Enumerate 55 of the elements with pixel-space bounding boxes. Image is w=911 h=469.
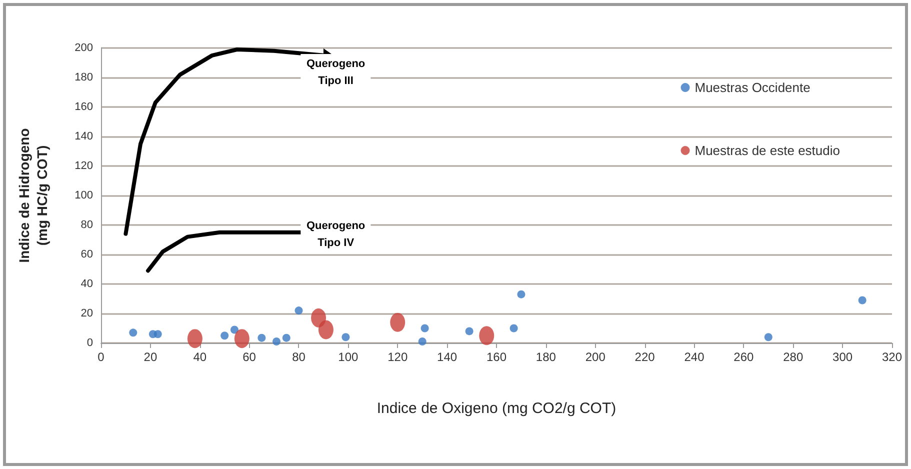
- point: [154, 330, 162, 338]
- x-tick-label: 20: [144, 350, 158, 364]
- point: [234, 329, 250, 348]
- x-tick-label: 280: [783, 350, 804, 364]
- annotation: Querogeno Tipo IV: [300, 216, 372, 254]
- x-tick-label: 100: [338, 350, 359, 364]
- point: [465, 327, 474, 336]
- y-axis-title: Indice de Hidrogeno (mg HC/g COT): [16, 128, 50, 263]
- point: [294, 306, 303, 315]
- y-tick-label: 0: [86, 337, 93, 349]
- point: [858, 296, 866, 304]
- x-tick-label: 260: [734, 350, 754, 364]
- x-tick-label: 160: [486, 350, 507, 364]
- point: [510, 324, 518, 332]
- point: [230, 326, 238, 334]
- x-tick-label: 140: [437, 350, 458, 364]
- point: [282, 334, 290, 342]
- point: [390, 312, 406, 332]
- x-tick-label: 60: [242, 350, 256, 364]
- x-tick-label: 320: [882, 350, 902, 364]
- y-tick-label: 120: [74, 160, 93, 172]
- x-tick-label: 80: [292, 350, 306, 364]
- y-tick-label: 100: [74, 190, 93, 202]
- point: [129, 328, 138, 337]
- x-tick-label: 40: [193, 350, 207, 364]
- point: [342, 333, 350, 342]
- y-tick-label: 180: [74, 72, 93, 84]
- y-tick-label: 20: [80, 308, 93, 320]
- point: [517, 290, 526, 298]
- y-tick-label: 160: [74, 101, 93, 113]
- y-tick-label: 80: [80, 219, 93, 231]
- x-tick-label: 180: [536, 350, 556, 364]
- y-tick-label: 60: [80, 248, 93, 260]
- y-tick-label: 200: [74, 42, 93, 54]
- point: [420, 324, 429, 332]
- point: [258, 334, 266, 342]
- annotation: Querogeno Tipo III: [300, 54, 372, 92]
- point: [318, 320, 334, 340]
- point: [764, 333, 772, 342]
- y-tick-label: 140: [74, 130, 93, 142]
- point: [187, 329, 202, 348]
- x-tick-label: 0: [98, 350, 105, 364]
- x-tick-label: 240: [684, 350, 705, 364]
- x-axis-title: Indice de Oxigeno (mg CO2/g COT): [376, 400, 616, 417]
- legend-label: Muestras Occidente: [694, 80, 810, 95]
- point: [272, 338, 280, 346]
- x-tick-label: 300: [832, 350, 853, 364]
- x-tick-label: 120: [388, 350, 408, 364]
- x-tick-label: 220: [634, 350, 656, 364]
- legend-label: Muestras de este estudio: [694, 143, 840, 158]
- point: [220, 332, 229, 340]
- point: [479, 326, 494, 346]
- point: [418, 338, 426, 346]
- y-tick-label: 40: [80, 278, 93, 290]
- x-tick-label: 200: [585, 350, 606, 364]
